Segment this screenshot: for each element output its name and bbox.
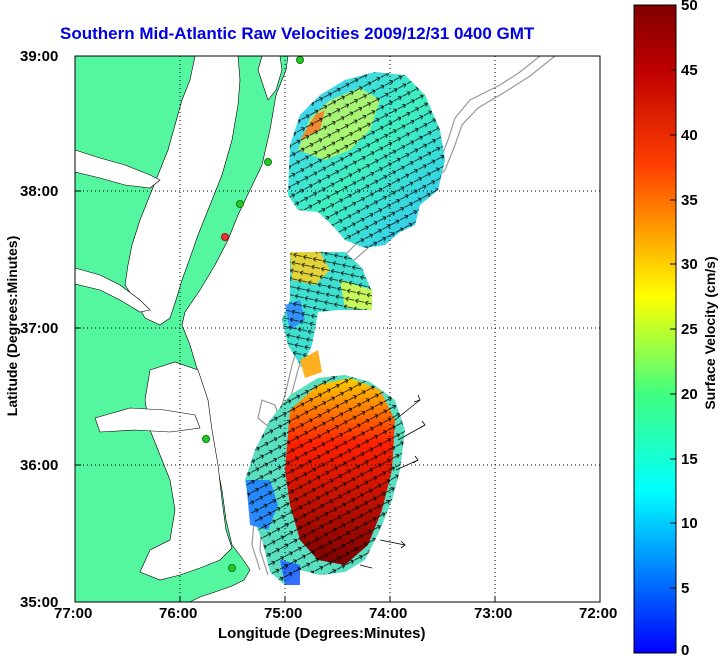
velocity-patch-north [288,72,445,248]
colorbar-ticks [670,69,676,589]
potomac-river [74,149,161,189]
colorbar-tick-label: 30 [681,256,698,273]
station-marker[interactable] [296,56,304,64]
velocity-patch-middle [282,252,372,368]
y-axis-label: Latitude (Degrees:Minutes) [4,235,20,417]
y-tick-label: 39:00 [20,48,59,65]
station-marker-alert[interactable] [221,233,229,241]
colorbar-tick-label: 20 [681,386,698,403]
colorbar-tick-label: 35 [681,192,698,209]
x-tick-label: 75:00 [264,605,303,622]
james-river [74,267,151,313]
y-tick-label: 37:00 [20,320,59,337]
colorbar-tick-label: 10 [681,515,698,532]
map-grid [75,56,600,602]
y-tick-label: 36:00 [20,457,59,474]
x-axis-label: Longitude (Degrees:Minutes) [218,625,426,642]
plot-frame [74,55,601,603]
colorbar-tick-label: 45 [681,62,698,79]
colorbar-tick-label: 5 [681,580,690,597]
x-tick-label: 77:00 [54,605,93,622]
colorbar-tick-label: 50 [681,0,698,14]
x-tick-label: 74:00 [369,605,408,622]
x-tick-label: 76:00 [159,605,198,622]
colorbar-tick-label: 40 [681,127,698,144]
colorbar [633,4,677,654]
albemarle-sound [94,407,201,433]
y-tick-label: 38:00 [20,183,59,200]
station-marker[interactable] [228,564,236,572]
station-marker[interactable] [202,435,210,443]
map-title: Southern Mid-Atlantic Raw Velocities 200… [60,24,535,43]
radar-stations [202,56,304,572]
x-tick-label: 73:00 [474,605,513,622]
tick-marks [75,190,496,602]
x-tick-label: 72:00 [579,605,618,622]
station-marker[interactable] [236,200,244,208]
y-tick-label: 35:00 [20,594,59,611]
station-marker[interactable] [264,158,272,166]
colorbar-tick-label: 25 [681,321,698,338]
colorbar-tick-label: 15 [681,451,698,468]
chesapeake-bay [124,55,241,326]
colorbar-label: Surface Velocity (cm/s) [702,256,718,410]
colorbar-tick-label: 0 [681,642,690,659]
